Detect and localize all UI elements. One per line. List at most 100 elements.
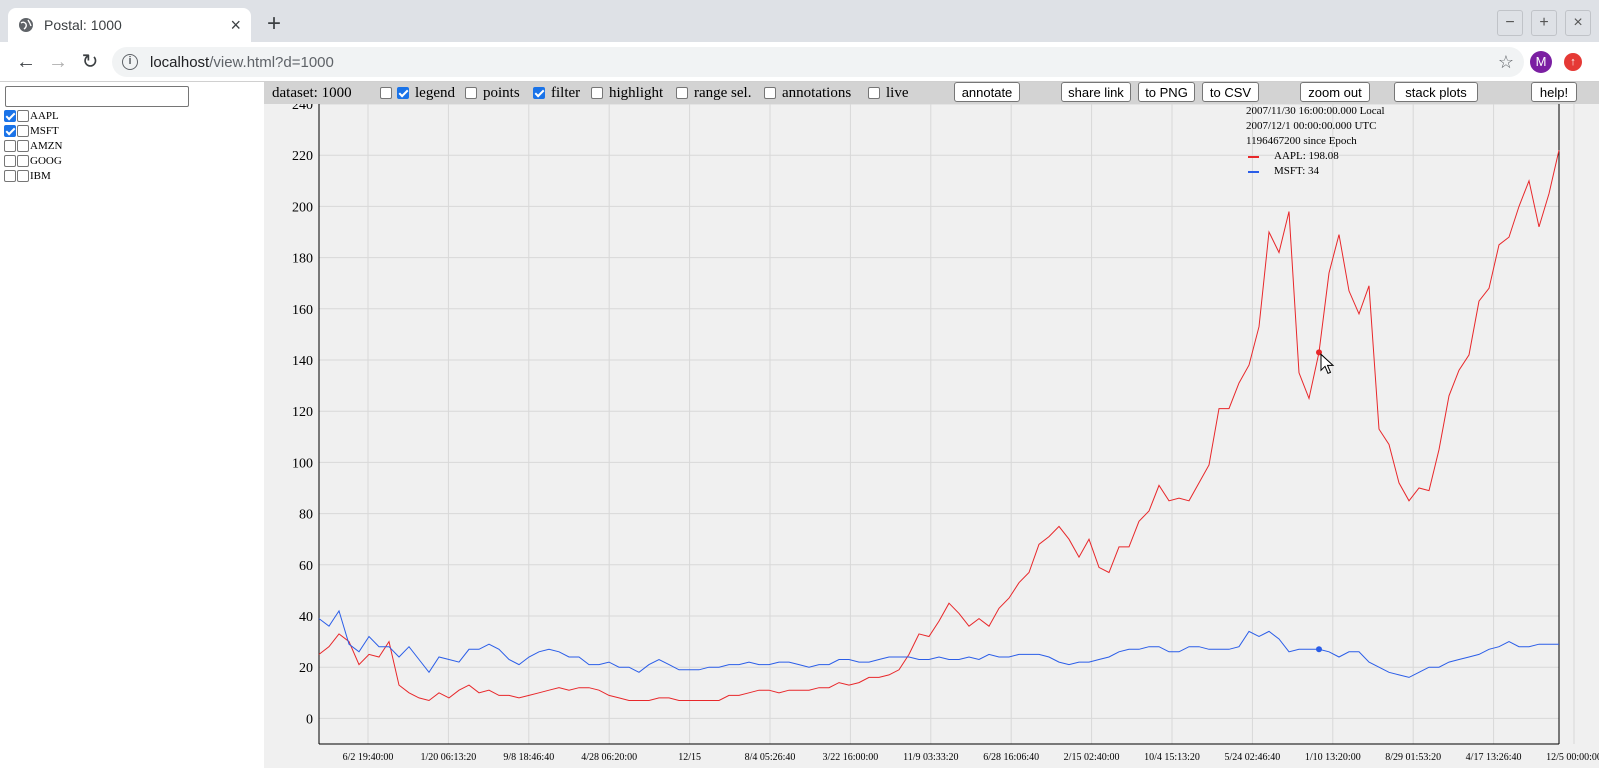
x-tick-label: 11/9 03:33:20 — [903, 752, 958, 763]
option-filter[interactable]: filter — [533, 82, 580, 104]
annotations-option-label: annotations — [782, 84, 852, 101]
back-arrow-icon[interactable]: ← — [16, 51, 36, 73]
series-visible-checkbox[interactable] — [4, 139, 16, 152]
x-tick-label: 12/15 — [678, 752, 701, 763]
info-icon[interactable]: i — [122, 54, 138, 70]
series-visible-checkbox[interactable] — [4, 109, 16, 122]
option-annotations[interactable]: annotations — [764, 82, 851, 104]
series-visible-checkbox[interactable] — [4, 124, 16, 137]
x-tick-label: 8/4 05:26:40 — [745, 752, 796, 763]
dataset-label: dataset: 1000 — [272, 84, 352, 101]
option-points[interactable]: points — [465, 82, 520, 104]
series-item-msft[interactable]: MSFT — [4, 123, 62, 138]
y-tick-label: 80 — [299, 508, 313, 523]
y-tick-label: 200 — [292, 200, 313, 215]
y-tick-label: 220 — [292, 149, 313, 164]
help-button[interactable]: help! — [1531, 82, 1577, 102]
close-tab-icon[interactable]: × — [230, 15, 241, 35]
series-label: AAPL — [30, 109, 59, 122]
line-chart[interactable]: 6/2 19:40:00 1/20 06:13:20 9/8 18:46:40 4/2… — [264, 104, 1599, 768]
close-window-button[interactable]: × — [1565, 10, 1591, 36]
series-line-msft — [318, 609, 1559, 678]
annotations-checkbox[interactable] — [764, 87, 776, 99]
legend-checkbox[interactable] — [397, 87, 409, 99]
url-text[interactable]: localhost/view.html?d=1000 — [150, 54, 1498, 71]
legend-entry-text: AAPL: 198.08 — [1274, 150, 1339, 162]
option-highlight[interactable]: highlight — [591, 82, 663, 104]
x-tick-label: 9/8 18:46:40 — [503, 752, 554, 763]
live-checkbox[interactable] — [868, 87, 880, 99]
mouse-cursor-icon — [1320, 353, 1335, 374]
series-visible-checkbox[interactable] — [4, 154, 16, 167]
y-tick-label: 20 — [299, 661, 313, 676]
range-selector-checkbox[interactable] — [676, 87, 688, 99]
forward-arrow-icon[interactable]: → — [48, 51, 68, 73]
legend-swatch-msft — [1248, 170, 1259, 173]
series-item-amzn[interactable]: AMZN — [4, 138, 62, 153]
to-png-button[interactable]: to PNG — [1138, 82, 1195, 102]
x-tick-label: 3/22 16:00:00 — [822, 752, 878, 763]
legend-epoch: 1196467200 since Epoch — [1246, 135, 1357, 147]
series-secondary-checkbox[interactable] — [17, 139, 29, 152]
series-item-goog[interactable]: GOOG — [4, 153, 62, 168]
option-legend[interactable]: legend — [397, 82, 455, 104]
series-filter-input[interactable] — [5, 86, 189, 107]
y-tick-label: 160 — [292, 303, 313, 318]
url-host: localhost — [150, 53, 210, 71]
x-tick-label: 10/4 15:13:20 — [1144, 752, 1200, 763]
series-visible-checkbox[interactable] — [4, 169, 16, 182]
minimize-window-button[interactable]: − — [1497, 10, 1523, 36]
x-tick-label: 8/29 01:53:20 — [1385, 752, 1441, 763]
series-list: AAPL MSFT AMZN GOOG IBM — [4, 108, 62, 183]
extension-update-icon[interactable]: ↑ — [1564, 53, 1582, 71]
x-tick-label: 5/24 02:46:40 — [1224, 752, 1280, 763]
series-secondary-checkbox[interactable] — [17, 169, 29, 182]
y-tick-label: 100 — [292, 456, 313, 471]
y-tick-label: 40 — [299, 610, 313, 625]
y-tick-label: 120 — [292, 405, 313, 420]
legend-swatch-aapl — [1248, 155, 1259, 158]
legend-utc-time: 2007/12/1 00:00:00.000 UTC — [1246, 120, 1377, 132]
x-tick-label: 4/17 13:26:40 — [1466, 752, 1522, 763]
series-label: MSFT — [30, 124, 59, 137]
unlabeled-checkbox[interactable] — [380, 87, 392, 99]
annotate-button[interactable]: annotate — [954, 82, 1020, 102]
stack-plots-button[interactable]: stack plots — [1394, 82, 1478, 102]
x-tick-label: 6/2 19:40:00 — [343, 752, 394, 763]
option-range-selector[interactable]: range sel. — [676, 82, 751, 104]
points-option-label: points — [483, 84, 520, 101]
live-option-label: live — [886, 84, 909, 101]
legend-entry-msft: MSFT: 34 — [1246, 164, 1385, 179]
browser-tab-bar: Postal: 1000 × + − + × — [0, 0, 1599, 42]
y-tick-label: 140 — [292, 354, 313, 369]
profile-avatar[interactable]: M — [1530, 51, 1552, 73]
address-bar[interactable]: i localhost/view.html?d=1000 ☆ — [112, 47, 1524, 77]
series-item-ibm[interactable]: IBM — [4, 168, 62, 183]
series-secondary-checkbox[interactable] — [17, 124, 29, 137]
x-tick-label: 12/5 00:00:00 — [1546, 752, 1599, 763]
legend-entry-aapl: AAPL: 198.08 — [1246, 149, 1385, 164]
legend-entry-text: MSFT: 34 — [1274, 165, 1319, 177]
maximize-window-button[interactable]: + — [1531, 10, 1557, 36]
reload-icon[interactable]: ↻ — [81, 51, 99, 73]
zoom-out-button[interactable]: zoom out — [1300, 82, 1370, 102]
chart-area[interactable]: 6/2 19:40:00 1/20 06:13:20 9/8 18:46:40 4/2… — [264, 104, 1599, 768]
share-link-button[interactable]: share link — [1061, 82, 1131, 102]
series-sidebar: AAPL MSFT AMZN GOOG IBM — [0, 82, 264, 768]
range-selector-option-label: range sel. — [694, 84, 752, 101]
to-csv-button[interactable]: to CSV — [1202, 82, 1259, 102]
highlight-checkbox[interactable] — [591, 87, 603, 99]
filter-checkbox[interactable] — [533, 87, 545, 99]
series-label: GOOG — [30, 154, 62, 167]
option-live[interactable]: live — [868, 82, 909, 104]
bookmark-star-icon[interactable]: ☆ — [1497, 51, 1514, 72]
series-secondary-checkbox[interactable] — [17, 154, 29, 167]
points-checkbox[interactable] — [465, 87, 477, 99]
series-item-aapl[interactable]: AAPL — [4, 108, 62, 123]
browser-tab[interactable]: Postal: 1000 × — [8, 8, 251, 42]
x-tick-label: 2/15 02:40:00 — [1064, 752, 1120, 763]
legend-local-time: 2007/11/30 16:00:00.000 Local — [1246, 105, 1385, 117]
new-tab-button[interactable]: + — [266, 10, 281, 37]
series-label: AMZN — [30, 139, 63, 152]
series-secondary-checkbox[interactable] — [17, 109, 29, 122]
